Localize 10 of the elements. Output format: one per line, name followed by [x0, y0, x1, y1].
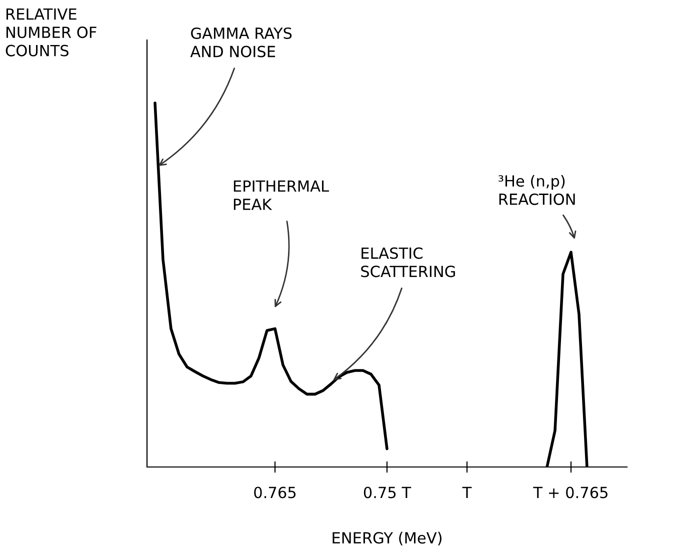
x-tick-label: 0.765	[254, 486, 296, 498]
x-tick-label: 0.75 T	[364, 486, 412, 498]
y-axis-title: RELATIVE NUMBER OF COUNTS	[6, 8, 96, 56]
annotation: ³He (n,p) REACTION	[498, 174, 575, 206]
annotation: ELASTIC SCATTERING	[361, 247, 455, 278]
x-tick-label: T + 0.765	[533, 486, 608, 498]
x-tick-label: T	[462, 486, 472, 498]
annotation: EPITHERMAL PEAK	[234, 180, 329, 210]
x-axis-title: ENERGY (MeV)	[332, 532, 442, 546]
text: GAMMA RAYS AND NOISE	[190, 27, 292, 58]
